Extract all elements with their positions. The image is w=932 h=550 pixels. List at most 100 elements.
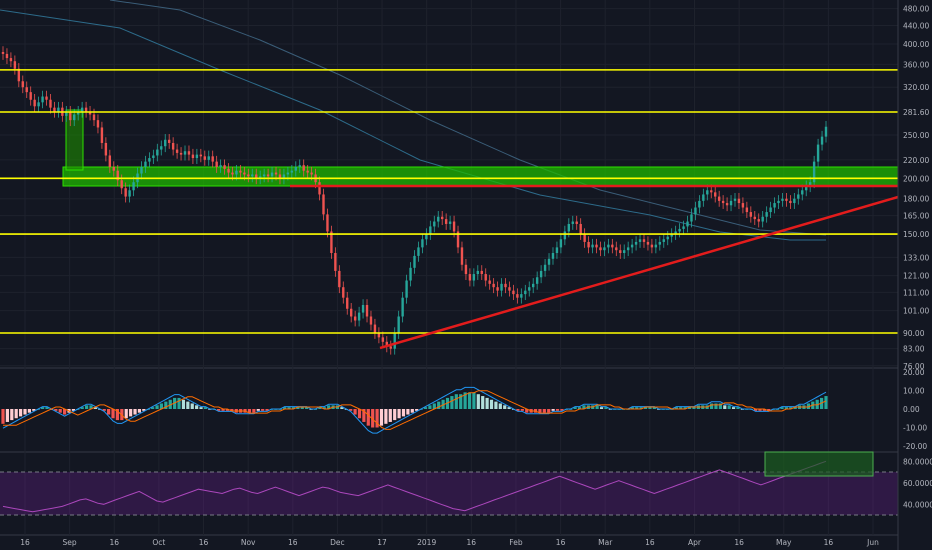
candle-body	[698, 200, 701, 208]
candle-body	[706, 190, 709, 195]
candle-body	[619, 250, 622, 254]
candle-body	[243, 172, 246, 175]
macd-bar	[428, 405, 432, 409]
macd-bar	[115, 409, 120, 421]
time-tick-label: 17	[377, 538, 387, 547]
macd-bar	[287, 407, 291, 409]
candle-body	[508, 287, 511, 291]
time-tick-label: 16	[467, 538, 477, 547]
macd-bar	[142, 409, 146, 411]
macd-bar	[283, 407, 287, 409]
candle-body	[789, 200, 792, 204]
candle-body	[389, 346, 392, 349]
macd-bar	[296, 407, 300, 409]
candle-body	[80, 107, 84, 112]
candle-body	[599, 247, 602, 251]
macd-bar	[124, 409, 128, 419]
candle-body	[781, 198, 784, 201]
candle-body	[539, 270, 543, 278]
rsi-tick-label: 60.0000	[903, 479, 932, 488]
macd-bar	[129, 409, 133, 417]
candle-body	[112, 167, 115, 171]
candle-body	[318, 182, 321, 195]
candle-body	[816, 144, 820, 162]
candle-body	[682, 226, 685, 229]
candle-body	[678, 228, 681, 232]
macd-bar	[683, 407, 687, 409]
candle-body	[338, 270, 341, 288]
candle-body	[658, 241, 662, 245]
macd-tick-label: -20.00	[903, 442, 927, 451]
macd-bar	[111, 409, 115, 419]
candle-body	[440, 216, 444, 220]
price-tick-label: 150.00	[903, 230, 929, 239]
macd-bar	[472, 392, 476, 409]
candle-body	[623, 250, 626, 254]
price-tick-label: 200.00	[903, 174, 929, 183]
candle-body	[492, 283, 495, 288]
macd-bar	[379, 409, 384, 426]
candle-body	[373, 324, 377, 333]
candle-body	[322, 194, 325, 215]
candle-body	[765, 212, 768, 217]
time-tick-label: 16	[288, 538, 298, 547]
candle-body	[235, 170, 238, 175]
candle-body	[607, 244, 610, 248]
price-tick-label: 121.00	[903, 272, 929, 281]
candle-body	[100, 127, 104, 143]
macd-bar	[133, 409, 137, 415]
candle-body	[686, 221, 689, 227]
macd-bar	[635, 407, 639, 409]
candle-body	[587, 241, 590, 248]
ascending-trendline	[379, 195, 899, 350]
rsi-panel	[0, 451, 898, 516]
candle-body	[630, 244, 634, 248]
macd-bar	[85, 405, 89, 409]
candle-body	[203, 156, 206, 160]
macd-bar	[494, 401, 498, 409]
price-tick-label: 281.60	[903, 108, 929, 117]
candle-body	[104, 142, 108, 156]
candle-body	[611, 244, 614, 248]
candle-body	[377, 333, 381, 338]
candle-body	[278, 174, 282, 179]
candle-body	[195, 154, 199, 159]
macd-bar	[14, 409, 18, 419]
candle-body	[484, 274, 487, 281]
candle-body	[239, 170, 242, 173]
candle-body	[361, 304, 365, 313]
rsi-highlight-box	[764, 451, 874, 477]
price-tick-label: 165.00	[903, 212, 929, 221]
macd-bar	[230, 409, 234, 411]
candle-body	[456, 231, 460, 248]
candle-body	[160, 146, 163, 150]
candle-body	[468, 274, 472, 281]
macd-bar	[476, 394, 480, 409]
macd-bar	[265, 409, 269, 411]
macd-bar	[819, 397, 824, 409]
candle-body	[753, 216, 756, 220]
candle-body	[124, 188, 127, 197]
candle-body	[773, 203, 776, 208]
trendlines[interactable]	[290, 184, 899, 350]
candle-body	[262, 174, 266, 177]
candle-body	[725, 203, 729, 206]
price-tick-label: 83.00	[903, 345, 925, 354]
candle-body	[13, 61, 17, 69]
macd-bar	[630, 407, 634, 409]
candle-body	[650, 244, 654, 248]
price-tick-label: 360.00	[903, 60, 929, 69]
candle-body	[88, 111, 92, 115]
macd-bar	[599, 407, 604, 409]
candle-body	[1, 52, 5, 54]
macd-bar	[256, 409, 260, 411]
macd-bar	[525, 409, 529, 413]
candle-body	[480, 270, 483, 275]
candle-body	[670, 234, 673, 237]
time-tick-label: 16	[199, 538, 209, 547]
time-tick-label: Oct	[152, 538, 165, 547]
candle-body	[156, 149, 159, 156]
macd-bar	[159, 403, 164, 409]
